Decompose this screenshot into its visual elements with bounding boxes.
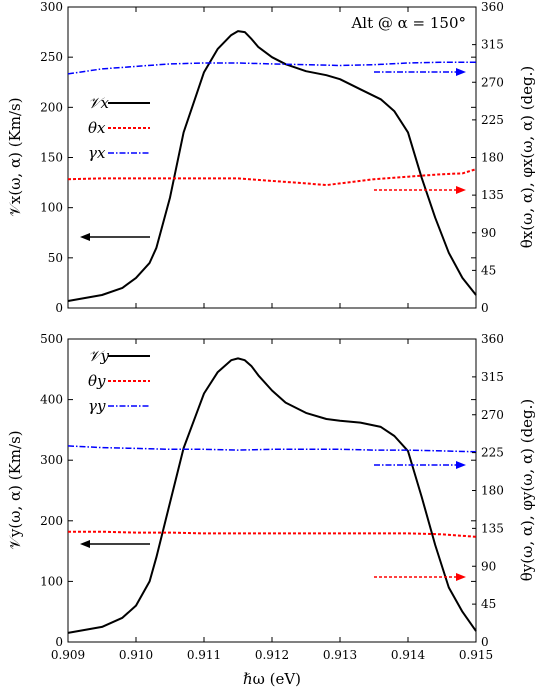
right-tick-label: 0: [481, 635, 489, 649]
left-tick-label: 200: [40, 100, 63, 114]
right-tick-label: 135: [481, 521, 504, 535]
right-tick-label: 225: [481, 113, 504, 127]
x-tick-label: 0.914: [391, 648, 426, 662]
top-legend-label-v: 𝒱x: [88, 94, 109, 112]
x-tick-label: 0.911: [187, 648, 221, 662]
top-panel: 0 50 100 150 200 250 300 0 45 90 135 180 225 270 315 36…: [6, 0, 536, 315]
right-tick-label: 0: [481, 301, 489, 315]
right-tick-label: 180: [481, 484, 504, 498]
x-tick-label: 0.909: [51, 648, 85, 662]
top-legend-label-gamma: γx: [88, 144, 106, 162]
right-tick-label: 270: [481, 75, 504, 89]
bottom-legend-label-theta: θy: [88, 372, 106, 390]
top-right-axis-label: θx(ω, α), φx(ω, α) (deg.): [518, 66, 536, 249]
left-tick-label: 0: [55, 635, 63, 649]
right-tick-label: 270: [481, 408, 504, 422]
series-line-v: [67, 357, 477, 634]
left-tick-label: 400: [40, 393, 63, 407]
series-line-gamma: [67, 61, 476, 75]
bottom-legend-label-gamma: γy: [88, 397, 106, 415]
left-tick-label: 100: [40, 574, 63, 588]
x-axis-label: ℏω (eV): [243, 670, 301, 688]
bottom-theta-right-arrowhead: [456, 573, 466, 581]
bottom-gamma-right-arrowhead: [456, 461, 466, 469]
series-line-theta: [67, 168, 477, 187]
right-tick-label: 225: [481, 446, 504, 460]
x-tick-label: 0.910: [119, 648, 153, 662]
left-tick-label: 100: [40, 201, 63, 215]
bottom-right-axis-label: θy(ω, α), φy(ω, α) (deg.): [518, 399, 536, 582]
right-tick-label: 90: [481, 559, 496, 573]
right-tick-label: 360: [481, 332, 504, 346]
series-line-theta: [68, 530, 477, 538]
right-tick-label: 180: [481, 151, 504, 165]
right-tick-label: 135: [481, 188, 504, 202]
top-axis-arrows: [80, 68, 466, 241]
left-tick-label: 250: [40, 50, 63, 64]
left-tick-label: 150: [40, 151, 63, 165]
x-tick-label: 0.915: [459, 648, 493, 662]
series-line-gamma: [67, 445, 477, 453]
top-legend-label-theta: θx: [88, 119, 106, 137]
x-tick-label: 0.912: [255, 648, 289, 662]
bottom-legend: 𝒱y θy γy: [88, 347, 150, 415]
bottom-panel: 0 100 200 300 400 500 0 45 90 135 180 225 270 315 360 0…: [6, 332, 536, 688]
right-tick-label: 315: [481, 370, 504, 384]
bottom-legend-label-v: 𝒱y: [88, 347, 109, 365]
top-theta-right-arrowhead: [456, 186, 466, 194]
left-tick-label: 300: [40, 0, 63, 14]
x-tick-label: 0.913: [323, 648, 357, 662]
bottom-plot-frame: [67, 338, 477, 643]
right-tick-label: 45: [481, 263, 496, 277]
right-tick-label: 360: [481, 0, 504, 14]
bottom-axis-arrows: [80, 461, 466, 581]
bottom-left-axis-label: 𝒱y(ω, α) (Km/s): [6, 430, 24, 549]
left-tick-label: 500: [40, 332, 63, 346]
top-annotation: Alt @ α = 150°: [350, 14, 466, 32]
top-left-axis-label: 𝒱x(ω, α) (Km/s): [6, 97, 24, 216]
right-tick-label: 315: [481, 38, 504, 52]
top-left-axis-arrowhead: [80, 233, 90, 241]
left-tick-label: 0: [55, 301, 63, 315]
left-tick-label: 50: [48, 251, 63, 265]
series-line-v: [67, 30, 477, 302]
bottom-left-axis-arrowhead: [80, 540, 90, 548]
top-legend: 𝒱x θx γx: [88, 94, 150, 162]
right-tick-label: 45: [481, 597, 496, 611]
left-tick-label: 300: [40, 453, 63, 467]
left-tick-label: 200: [40, 514, 63, 528]
right-tick-label: 90: [481, 226, 496, 240]
top-gamma-right-arrowhead: [456, 68, 466, 76]
